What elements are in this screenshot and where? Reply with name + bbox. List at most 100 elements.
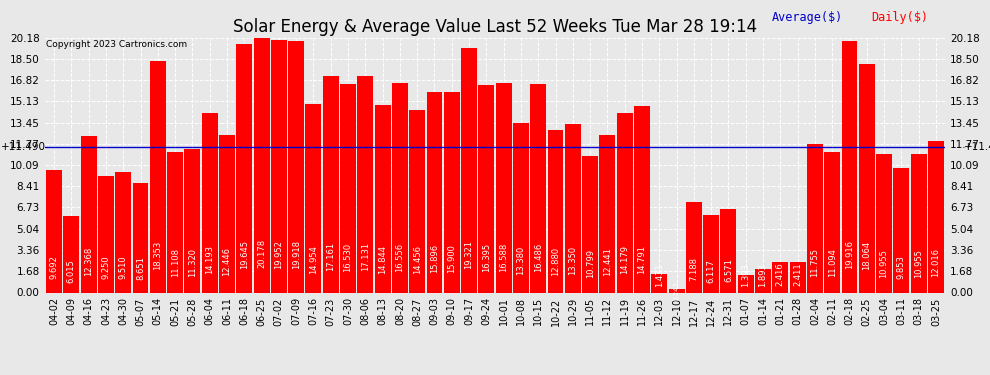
Bar [876,154,892,292]
Text: Copyright 2023 Cartronics.com: Copyright 2023 Cartronics.com [47,40,187,49]
Bar [167,152,183,292]
Bar [306,104,322,292]
Text: 7.188: 7.188 [689,258,698,282]
Text: 12.368: 12.368 [84,247,93,276]
Text: 19.321: 19.321 [464,240,473,269]
Text: +11.490: +11.490 [963,142,990,152]
Bar [755,268,771,292]
Bar [47,170,62,292]
Bar [893,168,909,292]
Text: 10.955: 10.955 [914,249,923,278]
Text: 16.556: 16.556 [395,243,404,272]
Text: 16.530: 16.530 [344,243,352,272]
Bar [686,202,702,292]
Text: 10.799: 10.799 [586,249,595,278]
Text: Daily($): Daily($) [871,11,929,24]
Bar [928,141,943,292]
Bar [288,41,304,292]
Text: 9.250: 9.250 [101,256,111,279]
Text: 16.395: 16.395 [482,243,491,272]
Bar [858,64,875,292]
Bar [513,123,529,292]
Bar [565,124,581,292]
Text: 20.178: 20.178 [257,239,266,268]
Text: 12.441: 12.441 [603,247,612,276]
Text: 14.954: 14.954 [309,245,318,274]
Bar [149,61,165,292]
Bar [772,262,788,292]
Text: Average($): Average($) [772,11,843,24]
Bar [409,110,425,292]
Bar [323,76,339,292]
Bar [219,135,235,292]
Text: 16.588: 16.588 [499,243,508,272]
Bar [617,113,633,292]
Bar [825,152,841,292]
Text: 19.918: 19.918 [292,240,301,268]
Bar [237,44,252,292]
Text: 18.353: 18.353 [153,241,162,270]
Text: 9.692: 9.692 [50,255,58,279]
Bar [842,41,857,292]
Text: 12.446: 12.446 [223,247,232,276]
Bar [341,84,356,292]
Title: Solar Energy & Average Value Last 52 Weeks Tue Mar 28 19:14: Solar Energy & Average Value Last 52 Wee… [233,18,757,36]
Bar [790,262,806,292]
Bar [911,154,927,292]
Text: 6.015: 6.015 [67,259,76,283]
Bar [81,136,97,292]
Text: 6.117: 6.117 [707,259,716,282]
Text: 1.431: 1.431 [654,264,663,287]
Text: 19.916: 19.916 [845,240,854,268]
Bar [271,40,287,292]
Text: 15.900: 15.900 [447,244,456,273]
Text: 14.179: 14.179 [620,245,630,274]
Bar [807,144,823,292]
Bar [634,106,649,292]
Text: 2.411: 2.411 [793,262,802,286]
Text: 17.161: 17.161 [327,242,336,272]
Bar [357,76,373,292]
Text: 9.853: 9.853 [897,255,906,279]
Text: 14.844: 14.844 [378,245,387,274]
Bar [582,156,598,292]
Text: 19.952: 19.952 [274,240,283,268]
Bar [253,38,269,292]
Text: 2.416: 2.416 [776,262,785,286]
Text: 1.893: 1.893 [758,263,767,287]
Bar [184,150,200,292]
Text: 12.016: 12.016 [932,248,940,276]
Bar [202,113,218,292]
Text: 10.955: 10.955 [879,249,889,278]
Bar [703,215,719,292]
Text: 0.243: 0.243 [673,281,679,301]
Bar [115,172,132,292]
Bar [547,130,563,292]
Bar [599,135,616,292]
Text: 11.108: 11.108 [170,249,179,278]
Bar [531,84,546,292]
Bar [392,83,408,292]
Text: 17.131: 17.131 [360,242,370,272]
Text: 1.393: 1.393 [742,263,750,287]
Text: 14.456: 14.456 [413,245,422,274]
Text: 13.380: 13.380 [517,246,526,275]
Text: 14.193: 14.193 [205,245,214,274]
Text: 15.896: 15.896 [430,243,439,273]
Text: 19.645: 19.645 [240,240,248,269]
Bar [98,176,114,292]
Bar [738,275,753,292]
Text: 11.094: 11.094 [828,249,837,278]
Bar [668,290,684,292]
Text: +11.490: +11.490 [1,142,47,152]
Bar [374,105,391,292]
Text: 8.651: 8.651 [136,256,145,280]
Bar [651,274,667,292]
Bar [478,86,494,292]
Bar [461,48,477,292]
Text: 14.791: 14.791 [638,245,646,274]
Text: 16.486: 16.486 [534,243,543,272]
Text: 9.510: 9.510 [119,255,128,279]
Bar [496,83,512,292]
Text: 13.350: 13.350 [568,246,577,275]
